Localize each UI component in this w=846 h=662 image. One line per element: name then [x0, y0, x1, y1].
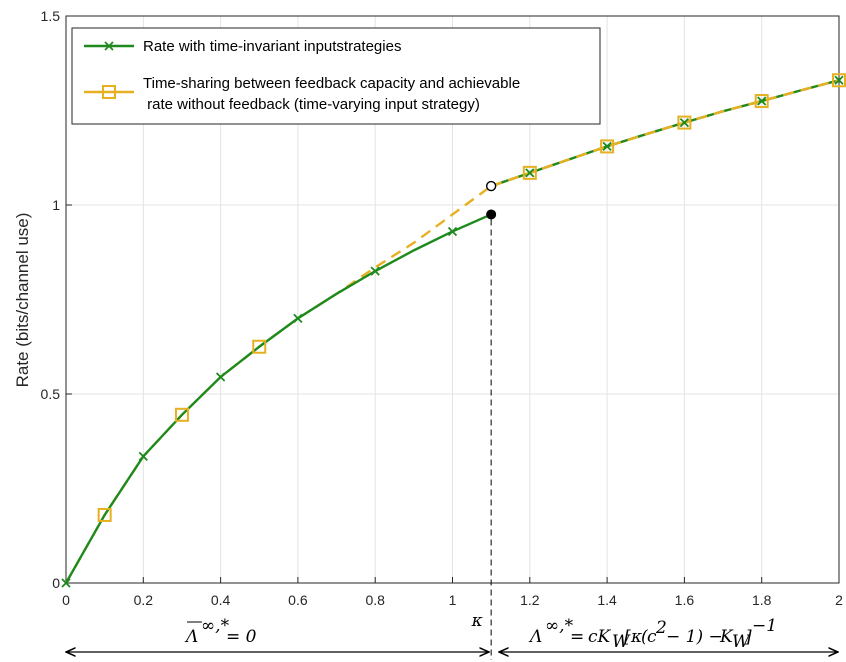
x-tick-label: 1 — [449, 592, 457, 608]
series — [61, 73, 846, 588]
series-marker-x — [834, 75, 844, 85]
x-tick-label: 0.8 — [365, 592, 385, 608]
svg-text:]: ] — [744, 627, 752, 647]
series-marker-x — [293, 313, 303, 324]
svg-text:∞,*: ∞,* — [545, 616, 574, 636]
series-marker-square — [754, 94, 769, 109]
x-tick-label: 0.4 — [211, 592, 231, 608]
series-marker-x — [138, 451, 148, 462]
legend-green-marker — [104, 41, 114, 51]
svg-text:−1: −1 — [752, 616, 777, 636]
svg-text:cK: cK — [588, 627, 612, 647]
legend-label-orange-line2: rate without feedback (time-varying inpu… — [143, 96, 480, 113]
series-marker-x — [215, 372, 226, 382]
x-tick-label: 1.2 — [520, 592, 540, 608]
legend: Rate with time-invariant inputstrategies… — [71, 27, 601, 125]
y-tick-label: 0.5 — [41, 386, 61, 402]
svg-text:∞,*: ∞,* — [201, 616, 230, 636]
svg-text:K: K — [719, 627, 734, 647]
kappa-open-circle — [485, 180, 497, 192]
x-tick-label: 0.2 — [134, 592, 154, 608]
kappa-filled-circle — [486, 209, 497, 220]
left-region-annotation: Λ ∞,* = 0 — [184, 616, 257, 647]
right-region-annotation: Λ ∞,* = cK W [ κ ( c 2 − 1) − K W ] −1 — [528, 616, 777, 652]
series-marker-x — [757, 96, 767, 106]
series-marker-x — [447, 226, 458, 237]
svg-text:2: 2 — [655, 618, 667, 638]
y-tick-label: 0 — [52, 575, 60, 591]
series-marker-x — [679, 117, 690, 128]
series-marker-x — [525, 168, 535, 178]
x-tick-label: 1.6 — [675, 592, 695, 608]
x-tick-label: 1.4 — [597, 592, 617, 608]
series-marker-x — [61, 578, 71, 588]
svg-text:W: W — [732, 632, 751, 652]
series-marker-square — [97, 507, 112, 522]
legend-label-green: Rate with time-invariant inputstrategies — [143, 38, 401, 55]
svg-text:=: = — [570, 627, 584, 647]
svg-text:− 1) −: − 1) − — [666, 627, 723, 647]
series-marker-x — [370, 266, 380, 276]
x-tick-label: 0 — [62, 592, 70, 608]
y-axis-label: Rate (bits/channel use) — [13, 213, 32, 388]
series-line-timesharing-overlay — [490, 79, 840, 188]
svg-text:(: ( — [641, 627, 648, 647]
series-marker-square — [677, 115, 692, 130]
svg-text:[: [ — [624, 627, 631, 647]
series-marker-square — [174, 407, 189, 422]
svg-text:Λ: Λ — [184, 627, 198, 647]
x-tick-label: 2 — [835, 592, 843, 608]
series-line-time-invariant-left — [64, 213, 492, 584]
x-tick-label: 0.6 — [288, 592, 308, 608]
y-tick-label: 1 — [52, 197, 60, 213]
y-tick-label: 1.5 — [41, 8, 61, 24]
series-marker-square — [832, 73, 846, 88]
kappa-label: κ — [471, 611, 483, 631]
svg-text:c: c — [647, 627, 657, 647]
series-marker-square — [522, 165, 537, 180]
svg-text:Λ: Λ — [528, 627, 542, 647]
legend-label-orange-line1: Time-sharing between feedback capacity a… — [143, 75, 520, 92]
legend-box — [71, 27, 601, 125]
svg-text:W: W — [612, 632, 631, 652]
svg-text:= 0: = 0 — [226, 627, 257, 647]
svg-text:κ: κ — [630, 627, 642, 647]
series-marker-square — [252, 339, 267, 354]
legend-orange-marker — [102, 85, 116, 99]
series-marker-square — [600, 139, 615, 154]
series-marker-x — [602, 141, 612, 152]
x-tick-label: 1.8 — [752, 592, 772, 608]
